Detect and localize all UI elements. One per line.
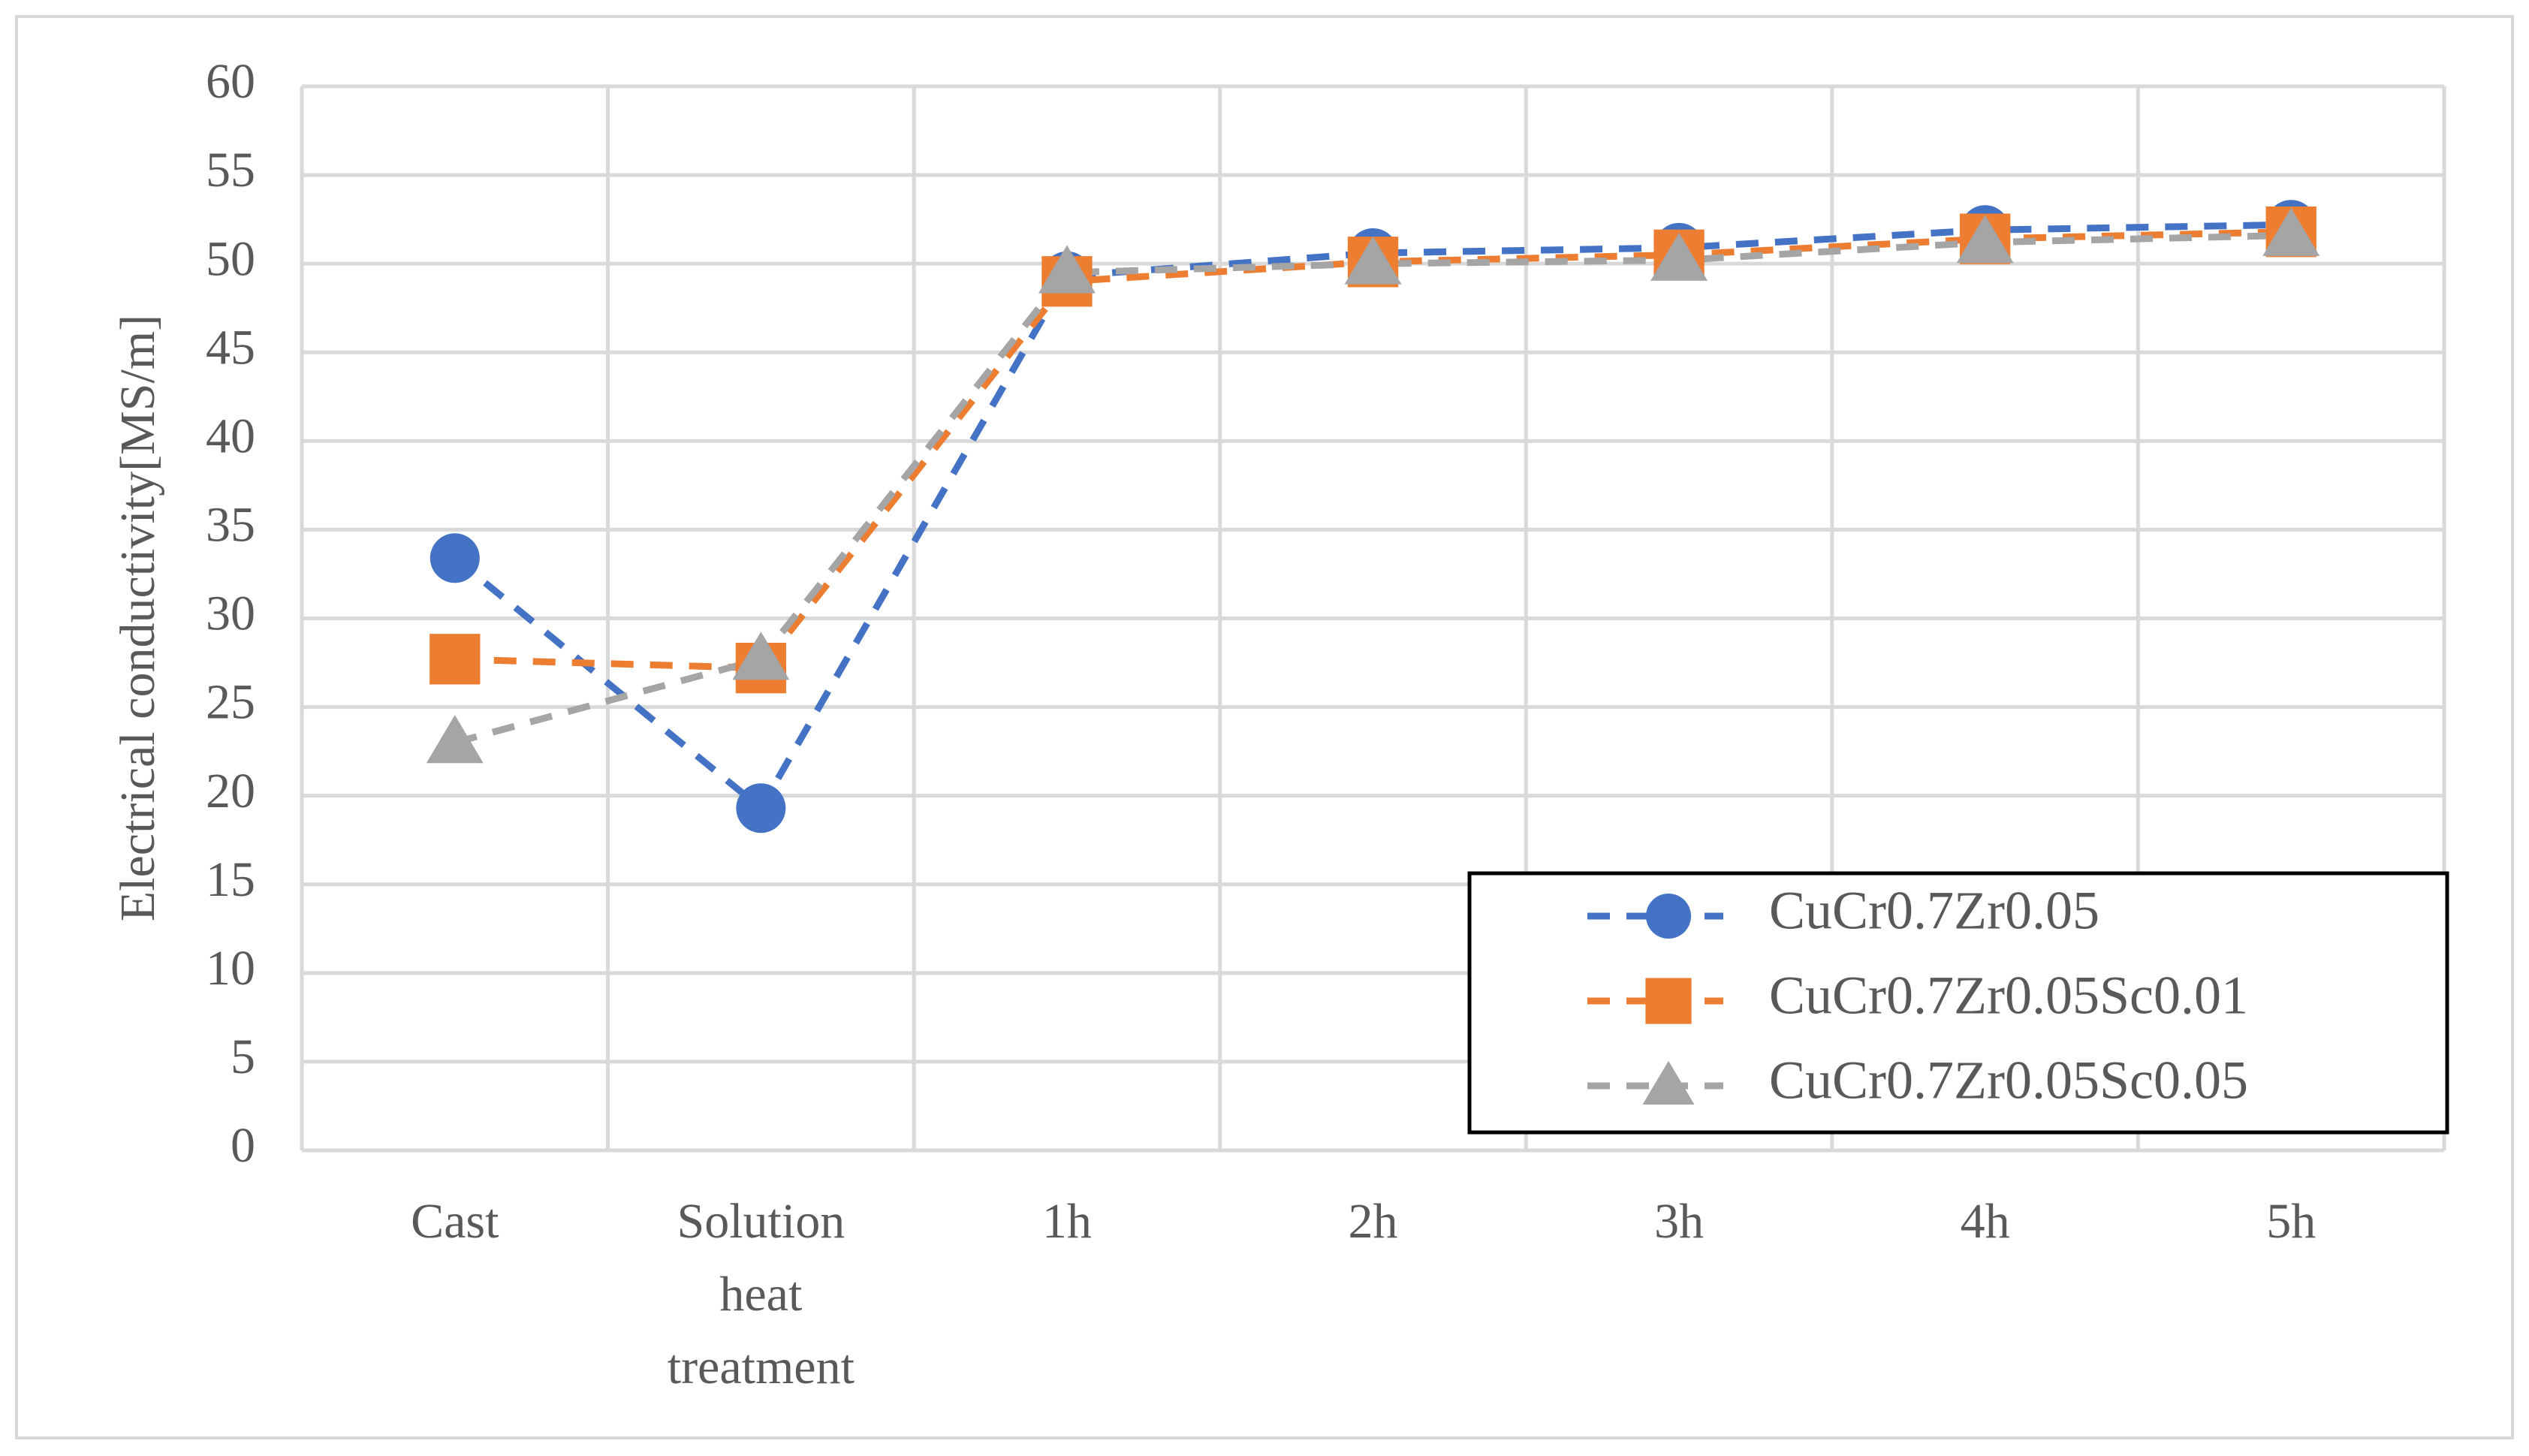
- y-tick-label: 10: [206, 941, 255, 996]
- data-point: [426, 715, 484, 764]
- y-axis-label: Electrical conductivity[MS/m]: [110, 315, 165, 921]
- x-tick-label: 2h: [1349, 1194, 1398, 1249]
- x-tick-label: 5h: [2266, 1194, 2316, 1249]
- x-tick-label: Solution: [677, 1194, 845, 1249]
- y-tick-label: 60: [206, 54, 255, 109]
- data-point: [732, 632, 790, 680]
- y-tick-label: 35: [206, 498, 255, 553]
- x-tick-label: 4h: [1961, 1194, 2010, 1249]
- data-point: [1642, 1060, 1695, 1105]
- x-tick-label: treatment: [668, 1340, 855, 1394]
- data-point: [1956, 215, 2014, 264]
- x-tick-label: heat: [719, 1267, 802, 1322]
- x-tick-label: Cast: [411, 1194, 499, 1249]
- data-point: [1038, 245, 1096, 294]
- y-tick-label: 55: [206, 143, 255, 197]
- y-tick-label: 5: [231, 1029, 255, 1084]
- legend-label: CuCr0.7Zr0.05: [1769, 881, 2099, 941]
- data-point: [430, 533, 480, 583]
- data-point: [1344, 236, 1402, 285]
- y-tick-label: 0: [231, 1118, 255, 1173]
- y-tick-label: 30: [206, 586, 255, 641]
- y-tick-label: 20: [206, 764, 255, 818]
- axes: 0 5 10 15 20 25 30 35 40 45 50 55 60 Cast Solution heat…: [206, 54, 2444, 1394]
- data-point: [1646, 894, 1691, 939]
- y-tick-label: 15: [206, 852, 255, 907]
- series-markers-3: [426, 207, 2320, 764]
- data-point: [1645, 978, 1692, 1024]
- legend: CuCr0.7Zr0.05 CuCr0.7Zr0.05Sc0.01 CuCr0.7Z…: [1467, 871, 2449, 1135]
- data-point: [430, 634, 481, 685]
- legend-label: CuCr0.7Zr0.05Sc0.05: [1769, 1051, 2248, 1111]
- y-tick-label: 25: [206, 675, 255, 730]
- y-tick-label: 40: [206, 408, 255, 463]
- data-point: [2262, 207, 2320, 256]
- x-tick-label: 1h: [1042, 1194, 1092, 1249]
- x-tick-label: 3h: [1654, 1194, 1704, 1249]
- chart-frame: [15, 15, 2514, 1439]
- plot-area: [426, 200, 2320, 834]
- legend-label: CuCr0.7Zr0.05Sc0.01: [1769, 966, 2248, 1026]
- data-point: [1650, 232, 1708, 281]
- y-tick-label: 50: [206, 231, 255, 286]
- y-tick-label: 45: [206, 320, 255, 375]
- data-point: [736, 783, 786, 834]
